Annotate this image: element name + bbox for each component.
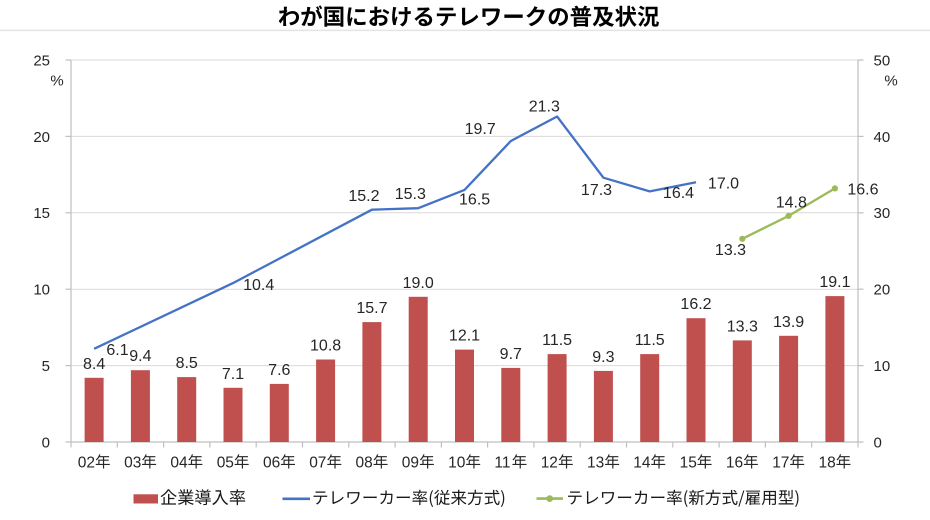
svg-text:10.4: 10.4 — [243, 277, 274, 294]
svg-text:14: 14 — [633, 454, 651, 471]
svg-text:17.3: 17.3 — [581, 182, 612, 199]
svg-text:13: 13 — [587, 454, 604, 471]
svg-text:14.8: 14.8 — [776, 194, 807, 211]
svg-text:19.7: 19.7 — [465, 121, 496, 138]
svg-text:11: 11 — [494, 454, 510, 471]
svg-text:08: 08 — [356, 454, 373, 471]
svg-text:6.1: 6.1 — [106, 342, 128, 359]
svg-text:10: 10 — [874, 358, 891, 375]
svg-text:15.2: 15.2 — [348, 188, 379, 205]
svg-text:15.3: 15.3 — [395, 186, 426, 203]
svg-text:0: 0 — [874, 434, 882, 451]
svg-text:7.6: 7.6 — [268, 362, 290, 379]
svg-text:07: 07 — [309, 454, 326, 471]
svg-text:10: 10 — [33, 282, 50, 299]
svg-text:9.3: 9.3 — [592, 349, 614, 366]
svg-text:13.3: 13.3 — [715, 242, 746, 259]
svg-text:09: 09 — [402, 454, 419, 471]
svg-text:16.2: 16.2 — [680, 296, 711, 313]
svg-text:18: 18 — [819, 454, 836, 471]
svg-text:15: 15 — [33, 205, 50, 222]
svg-text:15.7: 15.7 — [356, 300, 387, 317]
svg-text:%: % — [884, 72, 897, 89]
svg-text:10: 10 — [448, 454, 466, 471]
svg-text:50: 50 — [874, 52, 891, 69]
svg-text:30: 30 — [874, 205, 891, 222]
svg-text:16: 16 — [726, 454, 743, 471]
svg-text:9.4: 9.4 — [129, 348, 151, 365]
svg-text:15: 15 — [680, 454, 697, 471]
svg-text:16.6: 16.6 — [847, 182, 878, 199]
svg-text:40: 40 — [874, 129, 891, 146]
svg-text:03: 03 — [124, 454, 141, 471]
svg-text:11.5: 11.5 — [635, 332, 665, 349]
svg-text:5: 5 — [42, 358, 50, 375]
svg-text:8.4: 8.4 — [83, 356, 105, 373]
svg-text:16.4: 16.4 — [663, 185, 694, 202]
svg-text:02: 02 — [78, 454, 95, 471]
svg-text:21.3: 21.3 — [529, 99, 560, 116]
svg-text:17: 17 — [772, 454, 789, 471]
svg-text:%: % — [50, 72, 63, 89]
svg-text:11.5: 11.5 — [542, 332, 572, 349]
svg-text:19.1: 19.1 — [819, 274, 850, 291]
svg-text:25: 25 — [33, 52, 50, 69]
svg-text:12.1: 12.1 — [449, 328, 480, 345]
svg-text:20: 20 — [874, 282, 891, 299]
svg-text:06: 06 — [263, 454, 280, 471]
svg-text:13.9: 13.9 — [773, 314, 804, 331]
svg-text:04: 04 — [170, 454, 188, 471]
svg-text:7.1: 7.1 — [222, 366, 244, 383]
svg-text:13.3: 13.3 — [727, 318, 758, 335]
svg-text:05: 05 — [217, 454, 234, 471]
svg-text:20: 20 — [33, 129, 50, 146]
svg-text:8.5: 8.5 — [176, 355, 198, 372]
svg-text:0: 0 — [42, 434, 50, 451]
svg-text:19.0: 19.0 — [403, 275, 434, 292]
svg-text:9.7: 9.7 — [500, 346, 522, 363]
svg-text:12: 12 — [541, 454, 558, 471]
svg-text:16.5: 16.5 — [459, 192, 490, 209]
svg-text:17.0: 17.0 — [708, 176, 739, 193]
svg-text:10.8: 10.8 — [310, 338, 341, 355]
